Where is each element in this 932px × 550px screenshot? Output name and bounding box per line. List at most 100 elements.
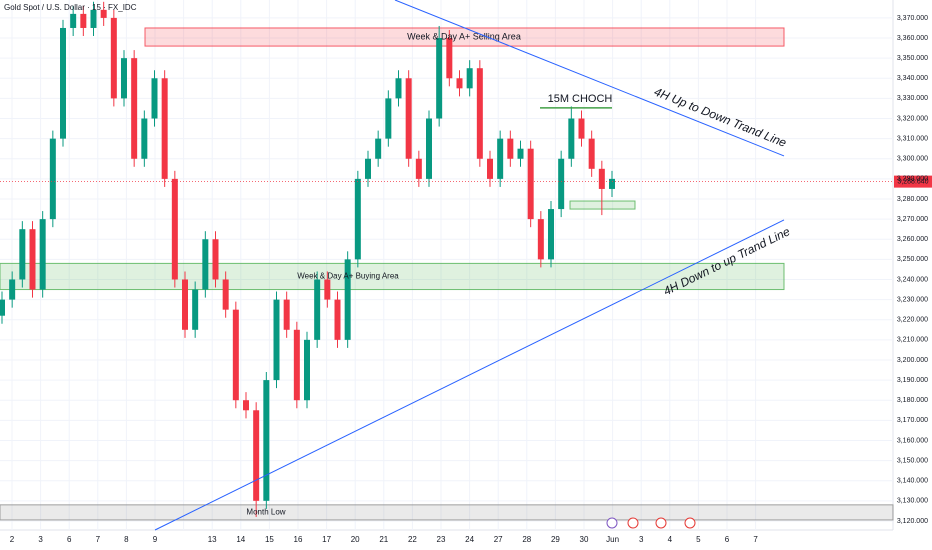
candle-body: [222, 279, 229, 310]
y-tick-label: 3,220.000: [897, 317, 928, 324]
candle-body: [151, 78, 158, 119]
y-tick-label: 3,240.000: [897, 276, 928, 283]
candle-body: [609, 178, 615, 189]
candle-body: [171, 178, 178, 280]
y-tick-label: 3,330.000: [897, 95, 928, 102]
candle-body: [232, 309, 239, 401]
candle-body: [446, 38, 453, 79]
event-icon[interactable]: [684, 517, 696, 529]
candle-body: [39, 219, 46, 290]
candle-body: [344, 259, 351, 340]
candle-body: [131, 58, 138, 159]
candle-body: [314, 279, 321, 340]
last-price-box: [894, 175, 932, 188]
candle-body: [517, 148, 524, 159]
candle-body: [304, 339, 310, 401]
candle-body: [334, 299, 341, 340]
candle-body: [375, 138, 382, 159]
y-tick-label: 3,300.000: [897, 156, 928, 163]
y-tick-label: 3,290.000: [897, 176, 928, 183]
y-tick-label: 3,190.000: [897, 377, 928, 384]
candle-body: [19, 229, 26, 280]
y-tick-label: 3,270.000: [897, 216, 928, 223]
candle-body: [426, 118, 432, 179]
x-tick-label: 17: [322, 535, 331, 544]
y-tick-label: 3,310.000: [897, 135, 928, 142]
candle-body: [456, 78, 463, 89]
candle-body: [212, 239, 219, 280]
y-tick-label: 3,260.000: [897, 236, 928, 243]
event-icon[interactable]: [655, 517, 667, 529]
candle-body: [243, 400, 249, 411]
candle-body: [100, 9, 107, 18]
y-tick-label: 3,250.000: [897, 256, 928, 263]
candle-body: [293, 329, 300, 401]
candle-body: [9, 279, 16, 300]
x-tick-label: 16: [294, 535, 303, 544]
candle-body: [90, 9, 97, 28]
candle-body: [283, 299, 290, 330]
y-tick-label: 3,160.000: [897, 437, 928, 444]
candle-body: [253, 410, 260, 501]
x-tick-label: 9: [153, 535, 158, 544]
y-tick-label: 3,140.000: [897, 478, 928, 485]
choch-label: 15M CHOCH: [548, 93, 613, 105]
zone-label: Week & Day A+ Selling Area: [407, 31, 521, 41]
y-tick-label: 3,120.000: [897, 518, 928, 525]
candle-body: [273, 299, 280, 381]
y-tick-label: 3,200.000: [897, 357, 928, 364]
x-tick-label: 22: [408, 535, 417, 544]
last-price-label: 3,288.640: [897, 178, 928, 185]
candle-body: [202, 239, 209, 290]
candle-body: [395, 78, 402, 99]
candle-body: [49, 138, 56, 220]
candle-body: [192, 289, 199, 330]
candle-body: [110, 17, 117, 99]
candle-body: [588, 138, 595, 169]
x-tick-label: 6: [67, 535, 72, 544]
candle-body: [568, 118, 575, 159]
candles: [0, 1, 615, 517]
x-tick-label: 20: [351, 535, 360, 544]
candle-body: [497, 138, 504, 179]
x-tick-label: 15: [265, 535, 274, 544]
candle-body: [354, 178, 361, 260]
trend-line: [394, 0, 785, 157]
candle-body: [415, 158, 422, 179]
y-tick-label: 3,350.000: [897, 55, 928, 62]
candle-body: [436, 38, 443, 119]
zone-label: Month Low: [246, 508, 285, 517]
candle-body: [487, 158, 493, 179]
x-tick-label: 6: [725, 535, 730, 544]
y-tick-label: 3,320.000: [897, 115, 928, 122]
candle-body: [80, 13, 87, 28]
candle-body: [161, 78, 168, 179]
zone: [0, 504, 894, 521]
x-tick-label: 30: [580, 535, 589, 544]
x-tick-label: 3: [38, 535, 43, 544]
y-tick-label: 3,360.000: [897, 35, 928, 42]
y-tick-label: 3,280.000: [897, 196, 928, 203]
trend-line: [154, 219, 785, 531]
x-tick-label: 2: [10, 535, 15, 544]
candle-body: [527, 148, 534, 220]
candle-body: [558, 158, 565, 210]
candle-body: [0, 299, 5, 316]
candle-body: [507, 138, 514, 159]
x-tick-label: 24: [465, 535, 474, 544]
candle-body: [141, 118, 148, 159]
candle-body: [537, 219, 544, 260]
x-tick-label: 7: [753, 535, 758, 544]
x-tick-label: 3: [639, 535, 644, 544]
y-tick-label: 3,370.000: [897, 15, 928, 22]
event-icon[interactable]: [606, 517, 618, 529]
x-tick-label: 21: [379, 535, 388, 544]
x-tick-label: 8: [124, 535, 129, 544]
event-icon[interactable]: [627, 517, 639, 529]
candle-body: [466, 68, 473, 89]
zone-label: Week & Day A+ Buying Area: [297, 272, 399, 281]
candle-body: [385, 98, 392, 139]
candle-body: [29, 229, 36, 290]
candle-body: [324, 279, 331, 300]
